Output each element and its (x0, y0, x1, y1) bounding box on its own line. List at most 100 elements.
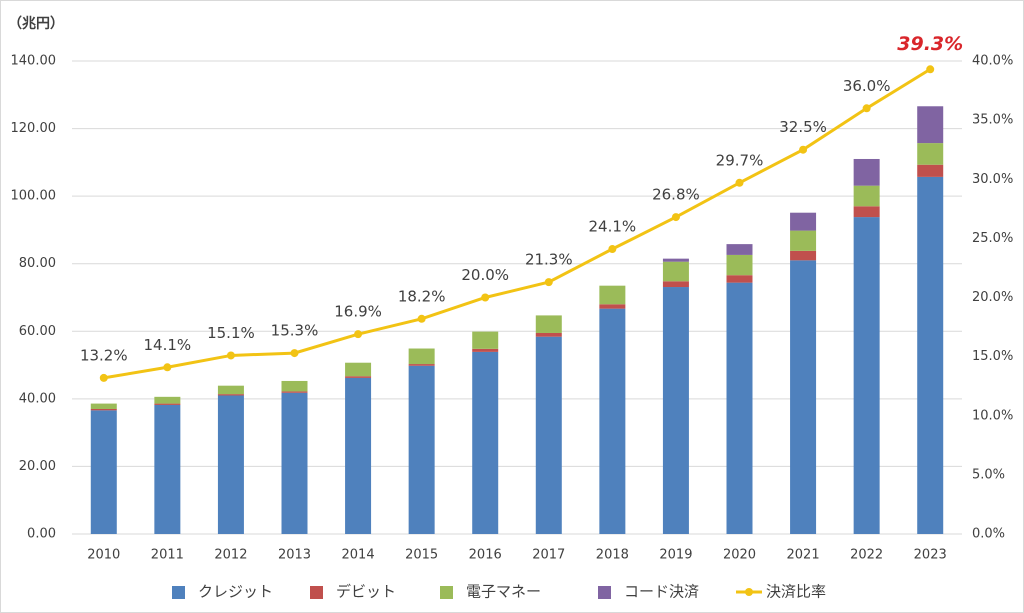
line-point (99, 373, 108, 382)
bar-segment (726, 254, 753, 276)
y2-tick-label: 30.0% (972, 172, 1013, 187)
data-label: 36.0% (843, 77, 891, 95)
data-label: 15.3% (271, 322, 319, 340)
data-label: 26.8% (652, 186, 700, 204)
bar-segment (917, 176, 944, 534)
line-point (735, 178, 744, 187)
bar-segment (917, 164, 944, 177)
bar-segment (535, 336, 562, 534)
bar-segment (599, 285, 626, 305)
line-point (608, 245, 617, 254)
line (103, 67, 931, 380)
data-label: 39.3% (897, 33, 963, 55)
data-label: 29.7% (716, 151, 764, 169)
line-point (481, 293, 490, 302)
legend-label: 決済比率 (766, 583, 826, 601)
bar-segment (345, 376, 372, 378)
x-tick-label: 2017 (532, 548, 565, 563)
line-point (544, 278, 553, 287)
line-point (926, 65, 935, 74)
legend-swatch (598, 586, 611, 599)
y2-tick-label: 5.0% (972, 467, 1005, 482)
y-tick-label: 40.00 (19, 391, 56, 406)
bar-segment (154, 396, 181, 404)
y2-tick-label: 20.0% (972, 290, 1013, 305)
y-tick-label: 100.00 (11, 189, 57, 204)
bar-segment (599, 308, 626, 534)
x-tick-label: 2018 (596, 548, 629, 563)
bar-segment (408, 364, 435, 366)
bar-segment (790, 212, 817, 231)
bar-segment (662, 287, 689, 534)
x-tick-label: 2012 (214, 548, 247, 563)
bar-segment (790, 250, 817, 261)
data-label: 13.2% (80, 346, 128, 364)
line-point (354, 330, 363, 339)
line-point (163, 363, 172, 372)
bar-segment (726, 275, 753, 283)
y-tick-label: 140.00 (11, 54, 57, 69)
bar-segment (154, 404, 181, 534)
bar-segment (853, 185, 880, 207)
x-tick-label: 2023 (914, 548, 947, 563)
line-point (290, 349, 299, 358)
y-tick-label: 0.00 (27, 527, 56, 542)
bar-segment (662, 281, 689, 288)
y2-tick-label: 15.0% (972, 349, 1013, 364)
x-tick-label: 2022 (850, 548, 883, 563)
x-tick-label: 2010 (87, 548, 120, 563)
y-tick-label: 120.00 (11, 121, 57, 136)
legend-label: クレジット (198, 583, 273, 601)
bar-segment (281, 392, 308, 534)
bar-segment (917, 106, 944, 144)
y-tick-label: 60.00 (19, 324, 56, 339)
bar-segment (90, 403, 117, 409)
bar-segment (599, 304, 626, 309)
bar-segment (472, 331, 499, 349)
legend-label: デビット (336, 583, 396, 601)
x-tick-label: 2021 (787, 548, 820, 563)
bar-segment (281, 380, 308, 392)
data-label: 32.5% (779, 118, 827, 136)
y2-tick-label: 25.0% (972, 231, 1013, 246)
x-tick-label: 2013 (278, 548, 311, 563)
bar-segment (472, 351, 499, 534)
bar-segment (408, 365, 435, 534)
bar-segment (90, 408, 117, 411)
bar-segment (535, 332, 562, 337)
y-axis-label: （兆円） (8, 16, 64, 32)
legend-marker (745, 588, 753, 596)
bar-segment (281, 391, 308, 393)
x-tick-label: 2020 (723, 548, 756, 563)
y2-tick-label: 40.0% (972, 54, 1013, 69)
line-point (671, 213, 680, 222)
data-label: 16.9% (334, 303, 382, 321)
legend-swatch (310, 586, 323, 599)
bar-segment (790, 230, 817, 251)
data-label: 15.1% (207, 324, 255, 342)
bar-segment (726, 244, 753, 255)
data-label: 20.0% (461, 266, 509, 284)
bar-segment (217, 394, 244, 396)
legend-label: コード決済 (624, 583, 699, 601)
bar-segment (345, 377, 372, 534)
data-label: 18.2% (398, 287, 446, 305)
data-label: 24.1% (589, 218, 637, 236)
line-point (862, 104, 871, 113)
x-tick-label: 2016 (469, 548, 502, 563)
y2-tick-label: 35.0% (972, 113, 1013, 128)
y2-tick-label: 10.0% (972, 408, 1013, 423)
y2-tick-label: 0.0% (972, 527, 1005, 542)
line-point (226, 351, 235, 360)
bar-segment (726, 282, 753, 534)
line-point (417, 314, 426, 323)
legend-label: 電子マネー (466, 583, 541, 601)
bar-segment (217, 385, 244, 395)
x-tick-label: 2014 (342, 548, 375, 563)
bar-segment (154, 403, 181, 405)
bar-segment (345, 362, 372, 377)
x-tick-label: 2015 (405, 548, 438, 563)
data-label: 21.3% (525, 251, 573, 269)
y-tick-label: 80.00 (19, 256, 56, 271)
bar-segment (217, 395, 244, 534)
